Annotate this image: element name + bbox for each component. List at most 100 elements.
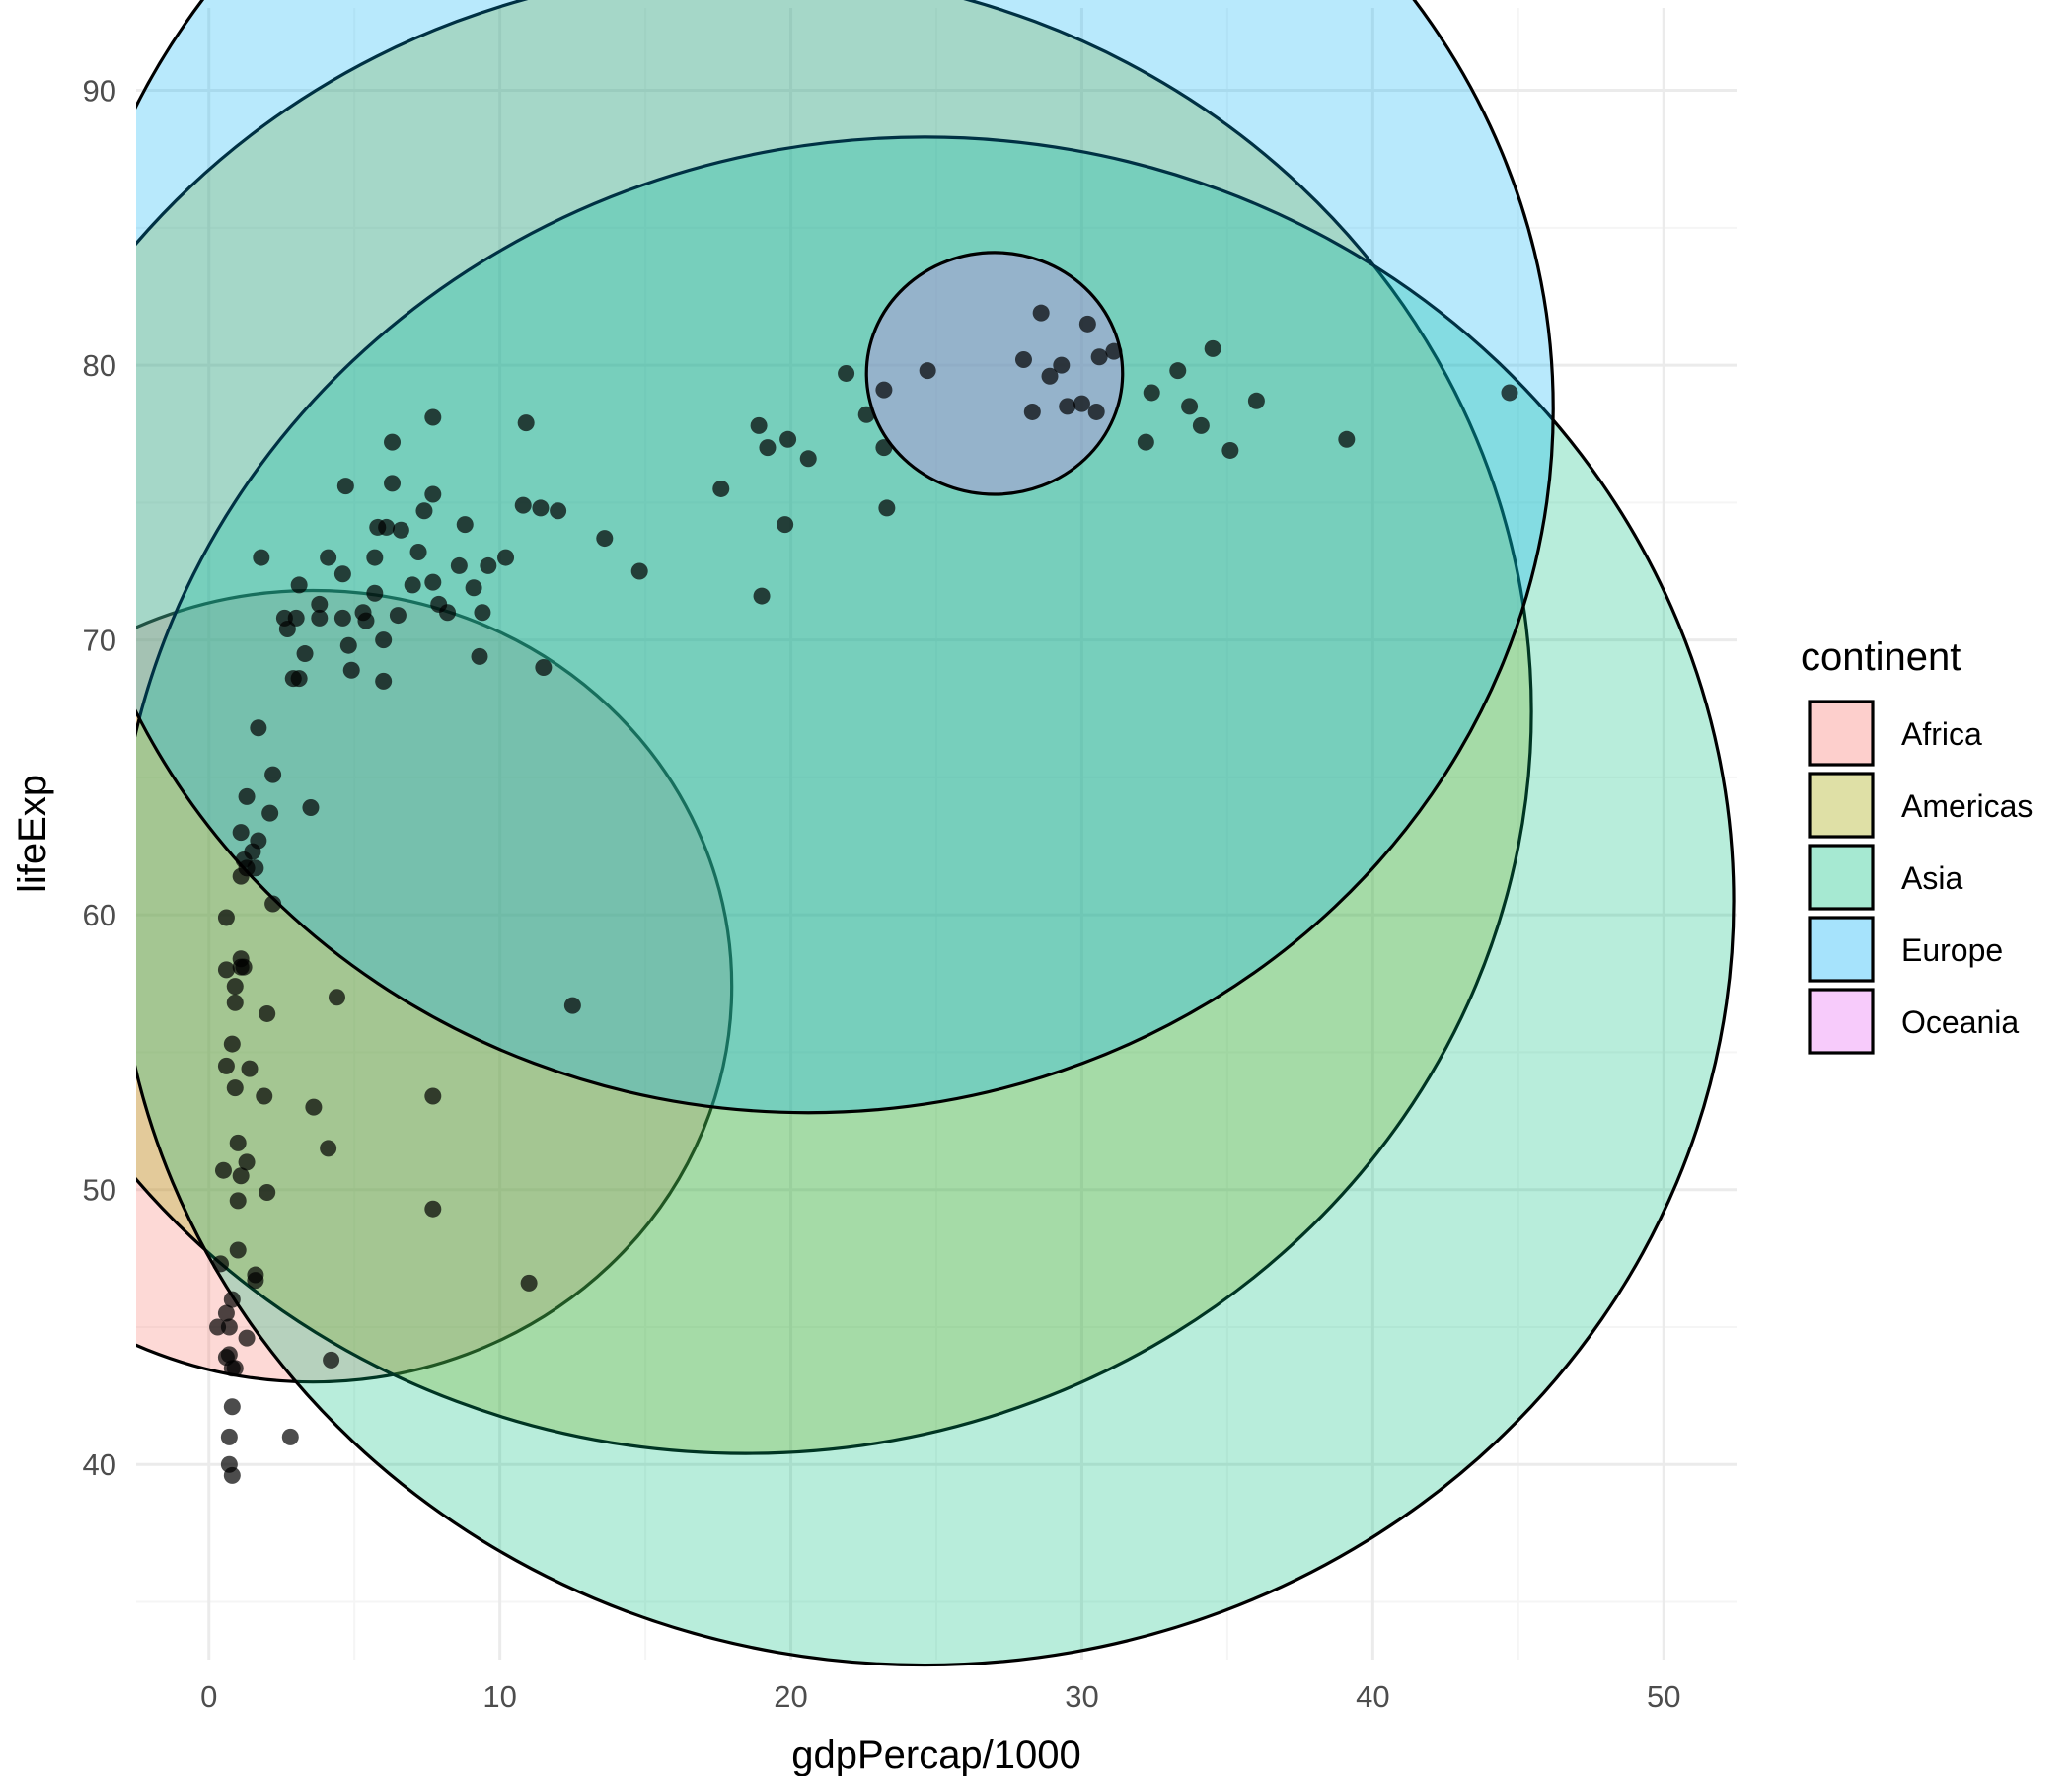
data-point — [311, 595, 329, 613]
data-point — [290, 670, 308, 688]
circle-africa — [136, 589, 734, 1384]
data-point — [232, 824, 250, 842]
data-point — [366, 549, 384, 566]
data-point — [253, 549, 270, 566]
data-point — [875, 381, 893, 399]
data-point — [838, 364, 855, 382]
data-point — [375, 672, 393, 690]
data-point — [1014, 351, 1032, 369]
data-point — [630, 562, 648, 580]
data-point — [799, 450, 817, 468]
data-point — [392, 521, 409, 539]
legend-key-americas — [1808, 772, 1875, 839]
data-point — [259, 1183, 276, 1201]
legend-key-bg — [1808, 916, 1875, 983]
data-point — [232, 950, 250, 968]
legend-key-bg — [1808, 844, 1875, 911]
data-point — [261, 804, 279, 822]
data-point — [1221, 441, 1239, 459]
data-point — [389, 607, 407, 625]
legend-label-africa: Africa — [1901, 716, 1982, 752]
data-point — [209, 1318, 227, 1336]
data-point — [1105, 342, 1123, 360]
legend: continent Africa Americas Asia Europe Oceani… — [1801, 635, 2033, 1055]
data-point — [339, 636, 357, 654]
data-point — [320, 549, 337, 566]
y-tick-label: 80 — [83, 348, 116, 383]
data-point — [217, 961, 235, 979]
x-tick-label: 10 — [482, 1679, 516, 1714]
data-point — [750, 416, 768, 434]
data-point — [424, 573, 442, 591]
data-point — [238, 787, 256, 805]
data-point — [220, 1428, 238, 1445]
data-point — [1143, 384, 1160, 402]
data-point — [296, 645, 314, 663]
x-tick-label: 20 — [774, 1679, 807, 1714]
data-point — [250, 719, 267, 737]
data-point — [1053, 356, 1071, 374]
data-point — [1137, 433, 1154, 451]
data-point — [563, 997, 581, 1014]
data-point — [777, 516, 794, 534]
data-point — [1501, 384, 1518, 402]
data-point — [232, 1167, 250, 1185]
data-point — [465, 579, 482, 597]
data-point — [759, 439, 777, 457]
data-point — [290, 576, 308, 594]
data-point — [474, 604, 491, 622]
data-point — [497, 549, 515, 566]
data-point — [336, 478, 354, 495]
data-point — [1247, 392, 1265, 409]
data-point — [305, 1098, 323, 1116]
y-tick-label: 40 — [83, 1447, 116, 1482]
data-point — [532, 499, 550, 517]
y-axis-ticks: 40 50 60 70 80 90 — [83, 74, 116, 1483]
circle-americas — [136, 0, 1533, 1455]
data-point — [535, 658, 553, 676]
y-axis-title: lifeExp — [11, 775, 54, 893]
data-point — [456, 516, 474, 534]
data-point — [223, 1291, 241, 1308]
data-point — [1204, 339, 1221, 357]
x-axis-title: gdpPercap/1000 — [791, 1734, 1081, 1776]
data-point — [1023, 403, 1041, 420]
data-point — [226, 1079, 244, 1097]
data-point — [1087, 403, 1105, 420]
data-point — [226, 994, 244, 1011]
data-point — [878, 499, 896, 517]
y-tick-label: 90 — [83, 74, 116, 109]
data-point — [1090, 348, 1108, 366]
data-point — [229, 1241, 247, 1259]
data-point — [712, 480, 730, 497]
data-point — [238, 1329, 256, 1347]
data-point — [311, 609, 329, 627]
legend-label-asia: Asia — [1901, 860, 1962, 896]
data-point — [514, 496, 532, 514]
data-point — [333, 609, 351, 627]
y-tick-label: 70 — [83, 624, 116, 658]
legend-key-oceania — [1808, 988, 1875, 1055]
data-point — [1078, 315, 1096, 333]
x-tick-label: 30 — [1065, 1679, 1098, 1714]
data-point — [357, 612, 375, 629]
y-tick-label: 60 — [83, 898, 116, 932]
data-point — [217, 909, 235, 926]
legend-label-americas: Americas — [1901, 788, 2033, 824]
data-point — [517, 414, 535, 432]
data-point — [919, 362, 936, 380]
x-axis-ticks: 0 10 20 30 40 50 — [200, 1679, 1680, 1714]
data-point — [226, 978, 244, 996]
data-point — [404, 576, 421, 594]
data-point — [1059, 398, 1076, 415]
data-point — [259, 1004, 276, 1022]
data-point — [220, 1318, 238, 1336]
legend-key-bg — [1808, 772, 1875, 839]
data-point — [275, 609, 293, 627]
data-point — [375, 631, 393, 649]
data-point — [217, 1304, 235, 1322]
legend-key-europe — [1808, 916, 1875, 983]
data-point — [1073, 395, 1090, 412]
data-point — [264, 766, 282, 783]
y-tick-label: 50 — [83, 1173, 116, 1208]
